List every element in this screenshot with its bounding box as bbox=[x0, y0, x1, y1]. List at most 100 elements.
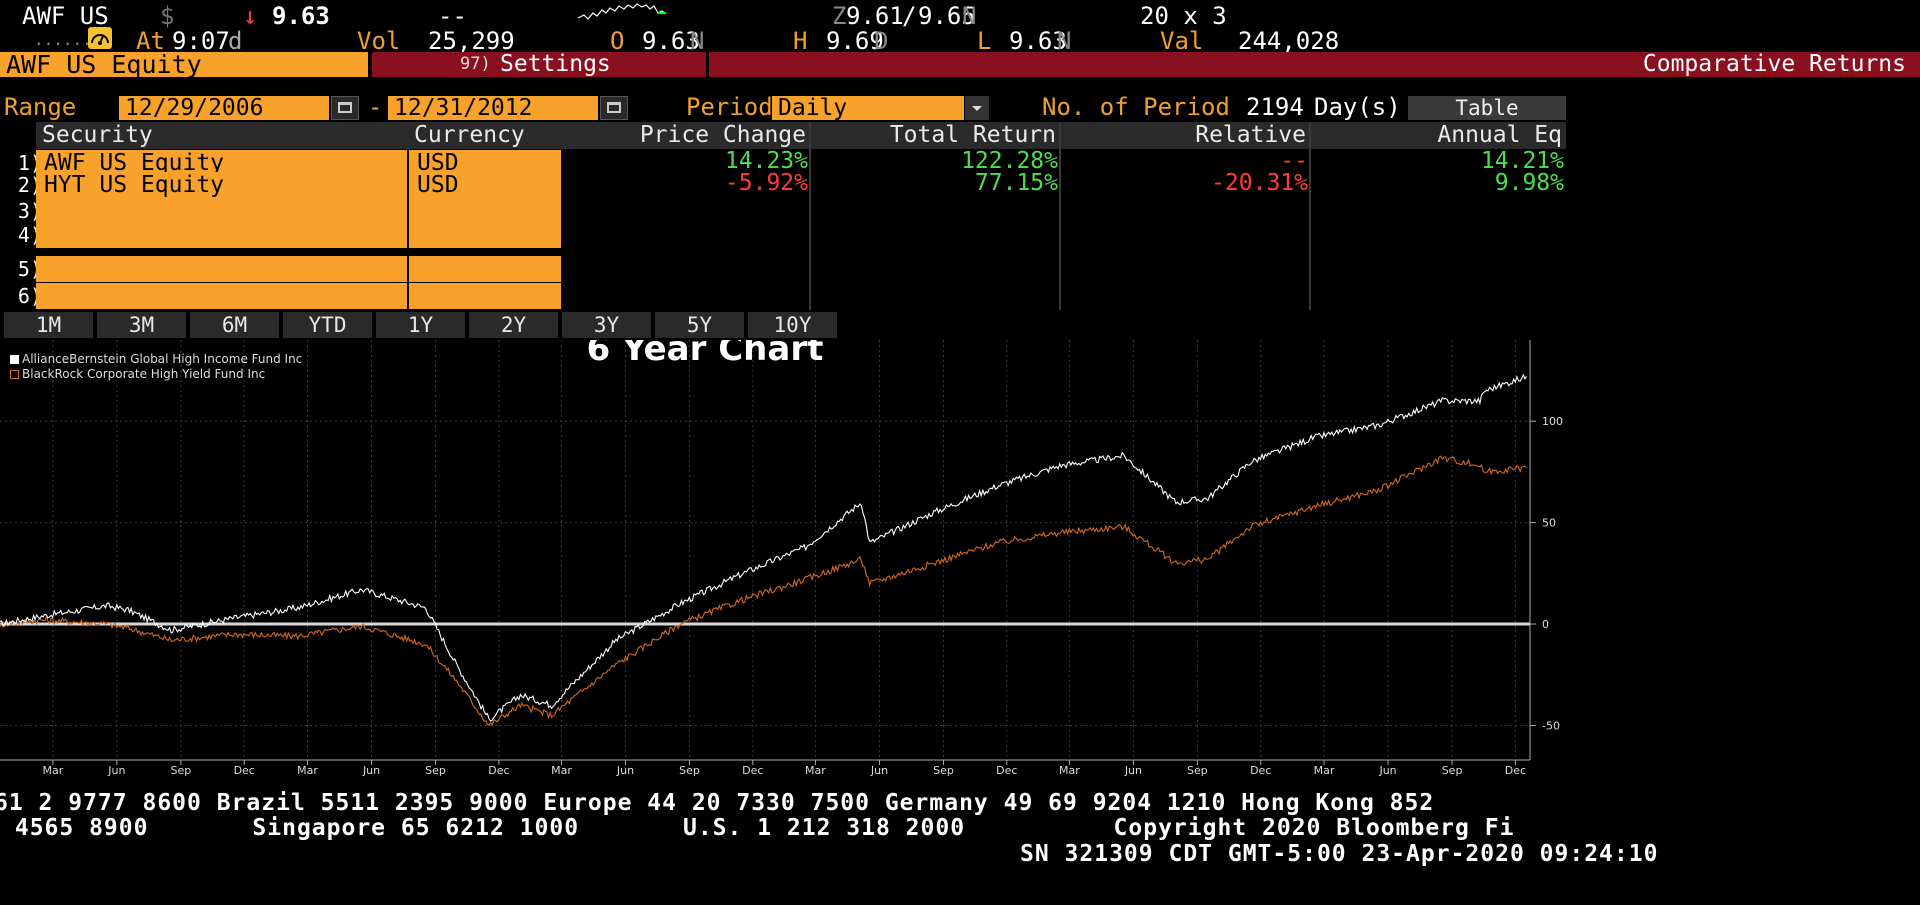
high-value: 9.69 bbox=[826, 27, 884, 55]
x-tick-label: Dec bbox=[234, 764, 255, 777]
currency-cell[interactable]: USD bbox=[409, 172, 561, 198]
x-tick-label: Mar bbox=[551, 764, 572, 777]
table-button[interactable]: Table bbox=[1408, 96, 1566, 120]
security-cell[interactable] bbox=[36, 256, 407, 282]
period-select[interactable]: Daily bbox=[772, 96, 964, 120]
security-cell[interactable] bbox=[36, 283, 407, 309]
x-tick-label: Jun bbox=[362, 764, 380, 777]
col-header-relative[interactable]: Relative bbox=[1060, 122, 1310, 149]
intraday-sparkline bbox=[578, 3, 667, 20]
y-tick-label: 100 bbox=[1542, 415, 1563, 428]
security-title[interactable]: AWF US Equity bbox=[0, 52, 368, 78]
value-traded: 244,028 bbox=[1238, 27, 1340, 55]
x-year-label: 2012 bbox=[1375, 779, 1400, 780]
currency-cell[interactable] bbox=[409, 283, 561, 309]
footer-contact-line-1: 61 2 9777 8600 Brazil 5511 2395 9000 Eur… bbox=[0, 790, 1435, 816]
x-year-label: 2007 bbox=[104, 779, 129, 780]
x-tick-label: Sep bbox=[171, 764, 192, 777]
currency-cell[interactable] bbox=[409, 198, 561, 224]
security-cell[interactable]: AWF US Equity bbox=[36, 150, 407, 176]
nperiod-label: No. of Period bbox=[1042, 93, 1230, 121]
x-tick-label: Sep bbox=[933, 764, 954, 777]
series-line-1 bbox=[0, 373, 1527, 722]
range-end-input[interactable]: 12/31/2012 bbox=[388, 96, 598, 120]
x-year-label: 2010 bbox=[867, 779, 892, 780]
ask-suffix: N bbox=[962, 2, 977, 30]
footer-timestamp: SN 321309 CDT GMT-5:00 23-Apr-2020 09:24… bbox=[1020, 841, 1659, 867]
chevron-down-icon[interactable] bbox=[965, 96, 989, 120]
period-button-10y[interactable]: 10Y bbox=[748, 312, 839, 338]
last-price: 9.63 bbox=[272, 2, 330, 30]
low-suffix: N bbox=[1057, 27, 1072, 55]
currency-cell[interactable] bbox=[409, 256, 561, 282]
y-tick-label: 50 bbox=[1542, 517, 1556, 530]
low-value: 9.63 bbox=[1009, 27, 1067, 55]
currency-cell[interactable]: USD bbox=[409, 150, 561, 176]
bid-ask-prefix: Z bbox=[832, 2, 847, 30]
x-tick-label: Mar bbox=[42, 764, 63, 777]
bid-price: 9.61 bbox=[846, 2, 904, 30]
x-tick-label: Jun bbox=[1124, 764, 1142, 777]
x-tick-label: Dec bbox=[996, 764, 1017, 777]
period-button-5y[interactable]: 5Y bbox=[655, 312, 746, 338]
vol-label: Vol bbox=[357, 27, 401, 55]
x-tick-label: Sep bbox=[679, 764, 700, 777]
col-header-price-change[interactable]: Price Change bbox=[562, 122, 810, 149]
x-tick-label: Sep bbox=[425, 764, 446, 777]
col-header-total-return[interactable]: Total Return bbox=[810, 122, 1060, 149]
settings-button[interactable]: 97) Settings bbox=[372, 52, 706, 77]
series-line-2 bbox=[0, 455, 1527, 727]
col-divider bbox=[1059, 122, 1061, 310]
col-header-security[interactable]: Security bbox=[36, 122, 408, 149]
ask-price: 9.65 bbox=[918, 2, 976, 30]
security-cell[interactable] bbox=[36, 198, 407, 224]
period-button-2y[interactable]: 2Y bbox=[469, 312, 560, 338]
col-header-annual-eq[interactable]: Annual Eq bbox=[1310, 122, 1566, 149]
period-button-3y[interactable]: 3Y bbox=[562, 312, 653, 338]
x-tick-label: Mar bbox=[1314, 764, 1335, 777]
annual-eq-cell: 14.21% bbox=[1480, 148, 1564, 174]
comparative-returns-chart[interactable]: 100 50 0 -50 Mar Jun Sep Dec 2007 Mar Jun Sep Dec 200… bbox=[0, 340, 1920, 780]
x-tick-label: Jun bbox=[870, 764, 888, 777]
start-calendar-icon[interactable] bbox=[331, 96, 359, 120]
x-tick-label: Dec bbox=[1505, 764, 1526, 777]
period-button-6m[interactable]: 6M bbox=[190, 312, 281, 338]
security-cell[interactable] bbox=[36, 222, 407, 248]
high-suffix: D bbox=[874, 27, 889, 55]
down-arrow-icon: ↓ bbox=[243, 2, 258, 30]
nperiod-value: 2194 bbox=[1246, 93, 1304, 121]
at-label: At bbox=[136, 27, 165, 55]
chart-title: 6 Year Chart bbox=[587, 340, 824, 369]
x-tick-label: Jun bbox=[107, 764, 125, 777]
price-change-cell: -5.92% bbox=[724, 170, 808, 196]
x-tick-label: Dec bbox=[742, 764, 763, 777]
relative-cell: -- bbox=[1280, 148, 1308, 174]
x-tick-label: Dec bbox=[1250, 764, 1271, 777]
col-header-currency[interactable]: Currency bbox=[408, 122, 562, 149]
period-button-1y[interactable]: 1Y bbox=[376, 312, 467, 338]
period-button-3m[interactable]: 3M bbox=[97, 312, 188, 338]
x-tick-label: Mar bbox=[297, 764, 318, 777]
x-tick-label: Sep bbox=[1187, 764, 1208, 777]
low-label: L bbox=[977, 27, 992, 55]
period-button-1m[interactable]: 1M bbox=[4, 312, 95, 338]
total-return-cell: 122.28% bbox=[961, 148, 1058, 174]
relative-cell: -20.31% bbox=[1211, 170, 1308, 196]
val-label: Val bbox=[1160, 27, 1204, 55]
legend-swatch-white bbox=[10, 355, 19, 364]
y-tick-label: 0 bbox=[1542, 618, 1549, 631]
col-divider bbox=[809, 122, 811, 310]
x-year-label: 2008 bbox=[359, 779, 384, 780]
open-label: O bbox=[610, 27, 625, 55]
range-start-input[interactable]: 12/29/2006 bbox=[119, 96, 329, 120]
function-title: Comparative Returns bbox=[709, 52, 1920, 77]
speedometer-icon[interactable] bbox=[88, 27, 112, 49]
currency-cell[interactable] bbox=[409, 222, 561, 248]
end-calendar-icon[interactable] bbox=[600, 96, 628, 120]
period-button-ytd[interactable]: YTD bbox=[283, 312, 374, 338]
trade-time-suffix: d bbox=[228, 27, 243, 55]
nperiod-unit: Day(s) bbox=[1314, 93, 1401, 121]
legend-series-1: AllianceBernstein Global High Income Fun… bbox=[22, 352, 303, 366]
security-cell[interactable]: HYT US Equity bbox=[36, 172, 407, 198]
